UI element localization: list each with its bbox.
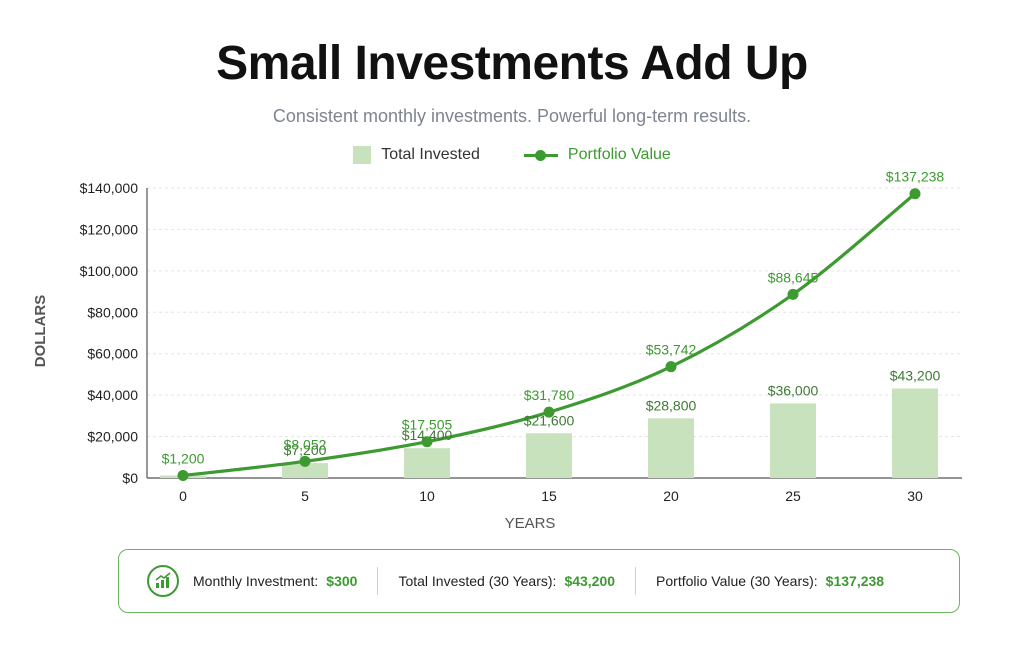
bar-value-label: $14,400	[402, 427, 453, 443]
summary-invested-value: $43,200	[564, 573, 616, 589]
x-tick-label: 5	[301, 488, 309, 504]
portfolio-value-label: $1,200	[162, 451, 205, 467]
y-axis-title: DOLLARS	[32, 295, 49, 368]
bar-value-label: $7,200	[284, 442, 327, 458]
summary-monthly-value: $300	[326, 573, 358, 589]
x-tick-label: 25	[785, 488, 801, 504]
portfolio-point	[909, 188, 921, 200]
x-tick-label: 20	[663, 488, 679, 504]
y-tick-label: $100,000	[80, 263, 139, 279]
investment-chart: $0 $20,000 $40,000 $60,000 $80,000 $100,000 $1…	[32, 169, 962, 532]
y-tick-label: $0	[122, 470, 138, 486]
portfolio-point	[421, 436, 433, 448]
bar-value-label: $28,800	[646, 397, 697, 413]
summary-invested-label: Total Invested (30 Years):	[398, 573, 557, 589]
y-tick-label: $120,000	[80, 221, 139, 237]
x-tick-label: 30	[907, 488, 923, 504]
portfolio-value-label: $53,742	[646, 342, 697, 358]
bar-total-invested	[648, 418, 694, 478]
y-tick-label: $20,000	[87, 429, 138, 445]
bar-value-label: $43,200	[890, 368, 941, 384]
growth-chart-icon	[147, 565, 179, 597]
summary-divider	[377, 567, 379, 595]
portfolio-value-label: $17,505	[402, 417, 453, 433]
legend-item-total-invested: Total Invested	[353, 146, 480, 164]
page-title: Small Investments Add Up	[216, 37, 808, 90]
bar-total-invested	[770, 403, 816, 478]
portfolio-value-label: $8,052	[284, 436, 327, 452]
bar-total-invested	[892, 388, 938, 478]
bar-total-invested	[282, 463, 328, 478]
summary-portfolio: Portfolio Value (30 Years): $137,238	[656, 573, 884, 589]
portfolio-point	[543, 406, 555, 418]
summary-invested: Total Invested (30 Years): $43,200	[398, 573, 615, 589]
y-tick-label: $80,000	[87, 304, 138, 320]
summary-monthly-label: Monthly Investment:	[193, 573, 319, 589]
legend-label-total-invested: Total Invested	[381, 146, 480, 163]
y-tick-label: $140,000	[80, 180, 139, 196]
portfolio-point	[177, 470, 189, 482]
bar-swatch-icon	[353, 146, 372, 164]
summary-panel: Monthly Investment: $300 Total Invested …	[118, 549, 960, 613]
bar-value-label: $21,600	[524, 412, 575, 428]
portfolio-point	[299, 455, 311, 467]
portfolio-value-label: $88,645	[768, 269, 819, 285]
line-marker-icon	[523, 146, 558, 164]
summary-divider	[635, 567, 637, 595]
legend-item-portfolio-value: Portfolio Value	[523, 146, 671, 164]
portfolio-value-label: $137,238	[886, 169, 945, 185]
y-tick-label: $40,000	[87, 387, 138, 403]
portfolio-point	[665, 361, 677, 373]
x-axis-title: YEARS	[505, 515, 556, 532]
portfolio-point	[787, 288, 799, 300]
x-tick-label: 0	[179, 488, 187, 504]
summary-portfolio-value: $137,238	[825, 573, 885, 589]
x-tick-label: 15	[541, 488, 557, 504]
y-tick-label: $60,000	[87, 346, 138, 362]
legend-label-portfolio-value: Portfolio Value	[567, 146, 671, 163]
x-tick-label: 10	[419, 488, 435, 504]
bar-value-label: $36,000	[768, 382, 819, 398]
portfolio-value-label: $31,780	[524, 387, 575, 403]
summary-portfolio-label: Portfolio Value (30 Years):	[656, 573, 818, 589]
bar-total-invested	[526, 433, 572, 478]
chart-legend: Total Invested Portfolio Value	[0, 146, 1024, 164]
summary-monthly: Monthly Investment: $300	[193, 573, 357, 589]
bar-total-invested	[404, 448, 450, 478]
page-subtitle: Consistent monthly investments. Powerful…	[272, 106, 752, 126]
